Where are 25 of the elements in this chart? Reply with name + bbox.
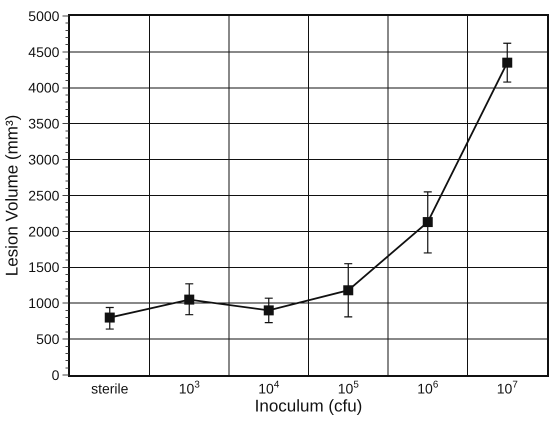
y-tick-label: 3000 [28,152,60,168]
x-tick-label: 10$^{4}$ [258,380,280,397]
x-tick-label: 10$^{5}$ [338,380,360,397]
y-tick-label: 4500 [28,44,60,60]
x-tick-label: 10$^{7}$ [496,380,518,397]
y-tick-label: 2500 [28,187,60,204]
point [343,285,354,296]
y-tick-label: 3500 [28,116,60,132]
x-axis-title: Inoculum (cfu) [254,396,362,416]
y-tick-label: 1500 [28,259,60,276]
y-axis-title: Lesion Volume (mm³) [2,114,22,276]
point [104,312,115,323]
x-tick-label: 10$^{3}$ [178,380,200,397]
y-tick-label: 0 [52,366,60,383]
y-tick-label: 1000 [28,295,60,312]
point [422,217,433,228]
x-tick-label: 10$^{6}$ [417,380,439,397]
y-tick-label: 2000 [28,223,60,240]
y-tick-label: 5000 [28,8,60,24]
point [264,305,274,316]
y-tick-label: 4000 [28,80,60,96]
x-tick-label: sterile [91,380,129,397]
y-tick-label: 500 [36,331,60,347]
point [184,294,194,305]
point [502,58,512,68]
